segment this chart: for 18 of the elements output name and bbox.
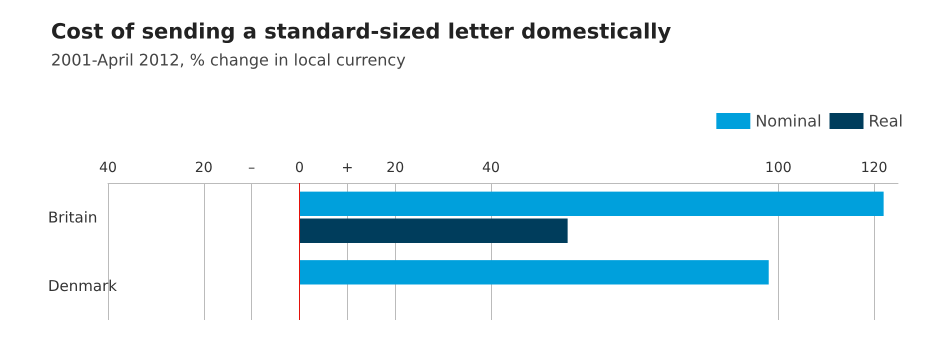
- y-tick-label: Britain: [48, 208, 98, 226]
- x-tick-label: –: [248, 160, 256, 176]
- x-tick-label: 40: [99, 160, 117, 176]
- y-tick-label: Denmark: [48, 276, 118, 295]
- legend-label: Real: [868, 112, 904, 130]
- x-tick-label: 100: [764, 160, 792, 176]
- chart-title: Cost of sending a standard-sized letter domestically: [51, 20, 672, 44]
- x-tick-label: 120: [860, 160, 888, 176]
- bar: [300, 260, 769, 285]
- bar: [300, 218, 568, 243]
- x-tick-label: 20: [194, 160, 213, 176]
- legend-label: Nominal: [755, 112, 822, 130]
- x-tick-label: 0: [295, 160, 304, 176]
- chart-subtitle: 2001-April 2012, % change in local currency: [51, 50, 406, 70]
- x-tick-label: +: [342, 160, 354, 176]
- x-tick-label: 40: [482, 160, 500, 176]
- bar: [300, 192, 884, 216]
- x-tick-label: 20: [386, 160, 404, 176]
